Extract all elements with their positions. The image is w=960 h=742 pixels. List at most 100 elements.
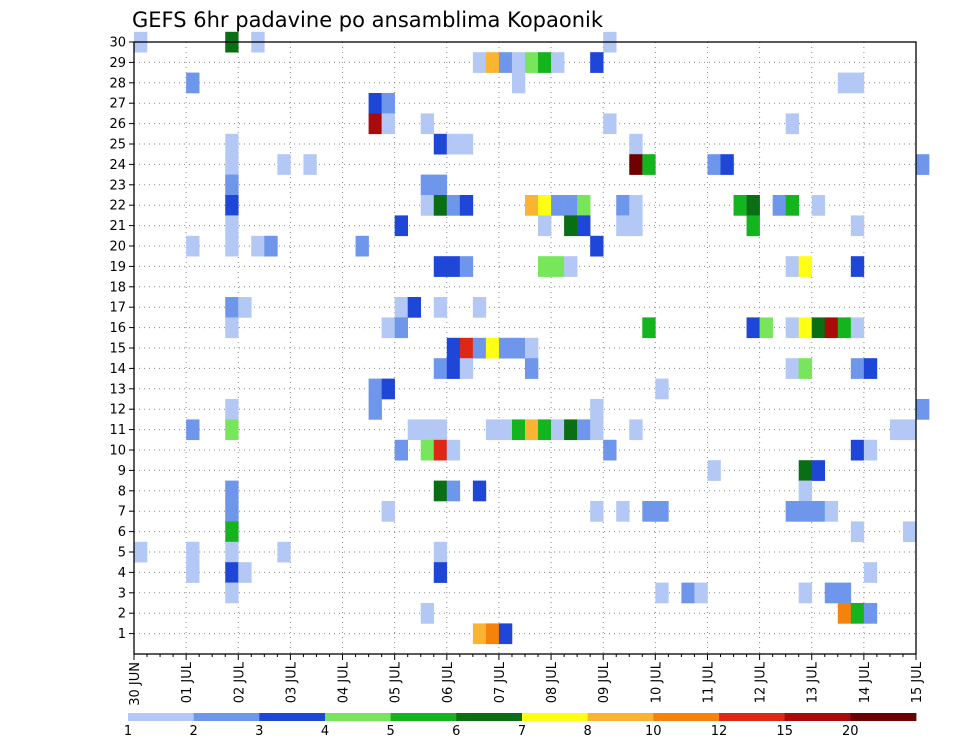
colorbar-label: 12 [711, 724, 728, 739]
heatmap-cell [225, 582, 239, 604]
y-tick-label: 6 [118, 525, 126, 540]
heatmap-cell [798, 256, 813, 277]
heatmap-cell [811, 501, 826, 522]
x-tick-label: 02 JUL [232, 661, 247, 703]
heatmap-cell [134, 541, 148, 563]
colorbar-label: 8 [584, 724, 592, 739]
heatmap-cell [850, 521, 865, 543]
heatmap-cell [590, 419, 604, 441]
heatmap-cell [225, 419, 239, 441]
y-tick-label: 3 [118, 586, 126, 601]
heatmap-cell [498, 52, 513, 73]
y-tick-label: 14 [109, 362, 126, 377]
heatmap-cell [629, 215, 643, 237]
y-tick-label: 24 [109, 158, 126, 173]
heatmap-cell [433, 297, 448, 318]
heatmap-cell [850, 439, 865, 461]
heatmap-cell [433, 174, 448, 196]
heatmap-cell [564, 195, 578, 216]
y-tick-label: 12 [109, 403, 126, 418]
heatmap-cell [798, 582, 813, 604]
y-tick-label: 25 [109, 138, 126, 153]
y-tick-label: 19 [109, 260, 126, 275]
heatmap-cell [525, 52, 539, 73]
heatmap-cell [485, 52, 500, 73]
heatmap-cell [772, 195, 786, 216]
y-tick-label: 15 [109, 342, 126, 357]
heatmap-cell [186, 419, 200, 441]
heatmap-cell [225, 215, 239, 237]
heatmap-cell [485, 337, 500, 359]
x-tick-label: 01 JUL [180, 661, 195, 703]
heatmap-cell [863, 358, 878, 379]
heatmap-cell [459, 256, 474, 277]
heatmap-cell [407, 419, 422, 441]
heatmap-cell [277, 541, 291, 563]
colorbar-label: 10 [645, 724, 662, 739]
heatmap-cell [564, 256, 578, 277]
heatmap-cell [616, 501, 630, 522]
heatmap-cell [551, 52, 565, 73]
heatmap-cell [394, 317, 408, 339]
colorbar-swatch [390, 713, 457, 721]
y-tick-label: 13 [109, 382, 126, 397]
heatmap-cell [498, 419, 513, 441]
heatmap-cell [850, 603, 865, 624]
heatmap-cell [655, 582, 669, 604]
heatmap-cell [446, 256, 461, 277]
y-tick-label: 26 [109, 117, 126, 132]
heatmap-cell [863, 603, 878, 624]
heatmap-cell [811, 195, 826, 216]
heatmap-cell [551, 256, 565, 277]
heatmap-cell [746, 195, 760, 216]
heatmap-cell [381, 113, 395, 135]
heatmap-cell [916, 399, 930, 420]
heatmap-cell [863, 439, 878, 461]
heatmap-cell [629, 195, 643, 216]
y-tick-label: 27 [109, 97, 126, 112]
heatmap-cell [837, 582, 852, 604]
x-tick-label: 03 JUL [284, 661, 299, 703]
x-tick-label: 13 JUL [806, 661, 821, 703]
heatmap-cell [433, 419, 448, 441]
colorbar-swatch [587, 713, 654, 721]
y-tick-label: 21 [109, 219, 126, 234]
y-tick-label: 9 [118, 464, 126, 479]
heatmap-cell [433, 480, 448, 502]
y-tick-label: 10 [109, 444, 126, 459]
heatmap-cell [420, 174, 435, 196]
colorbar-swatch [850, 713, 917, 721]
colorbar-label: 15 [776, 724, 793, 739]
heatmap-cell [902, 521, 917, 543]
heatmap-cell [225, 195, 239, 216]
heatmap-cell [824, 317, 839, 339]
heatmap-cell [590, 501, 604, 522]
heatmap-cell [225, 235, 239, 257]
heatmap-cell [368, 93, 382, 114]
heatmap-cell [225, 154, 239, 175]
colorbar-swatch [325, 713, 392, 721]
x-tick-label: 09 JUL [597, 661, 612, 703]
heatmap-cell [498, 623, 513, 645]
heatmap-cell [511, 419, 526, 441]
heatmap-cell [446, 439, 461, 461]
x-tick-label: 04 JUL [337, 661, 352, 703]
y-tick-label: 2 [118, 607, 126, 622]
heatmap-cell [446, 195, 461, 216]
heatmap-cell [225, 541, 239, 563]
heatmap-cell [472, 480, 487, 502]
heatmap-cell [590, 235, 604, 257]
heatmap-cell [186, 235, 200, 257]
heatmap-cell [355, 235, 369, 257]
x-tick-label: 30 JUN [128, 662, 143, 706]
heatmap-cell [577, 419, 591, 441]
heatmap-cell [629, 419, 643, 441]
x-tick-label: 05 JUL [389, 661, 404, 703]
heatmap-cell [746, 215, 760, 237]
heatmap-cell [420, 195, 435, 216]
heatmap-cell [433, 439, 448, 461]
heatmap-cell [459, 337, 474, 359]
heatmap-cell [916, 154, 930, 175]
colorbar-label: 7 [518, 724, 526, 739]
heatmap-cell [603, 113, 617, 135]
